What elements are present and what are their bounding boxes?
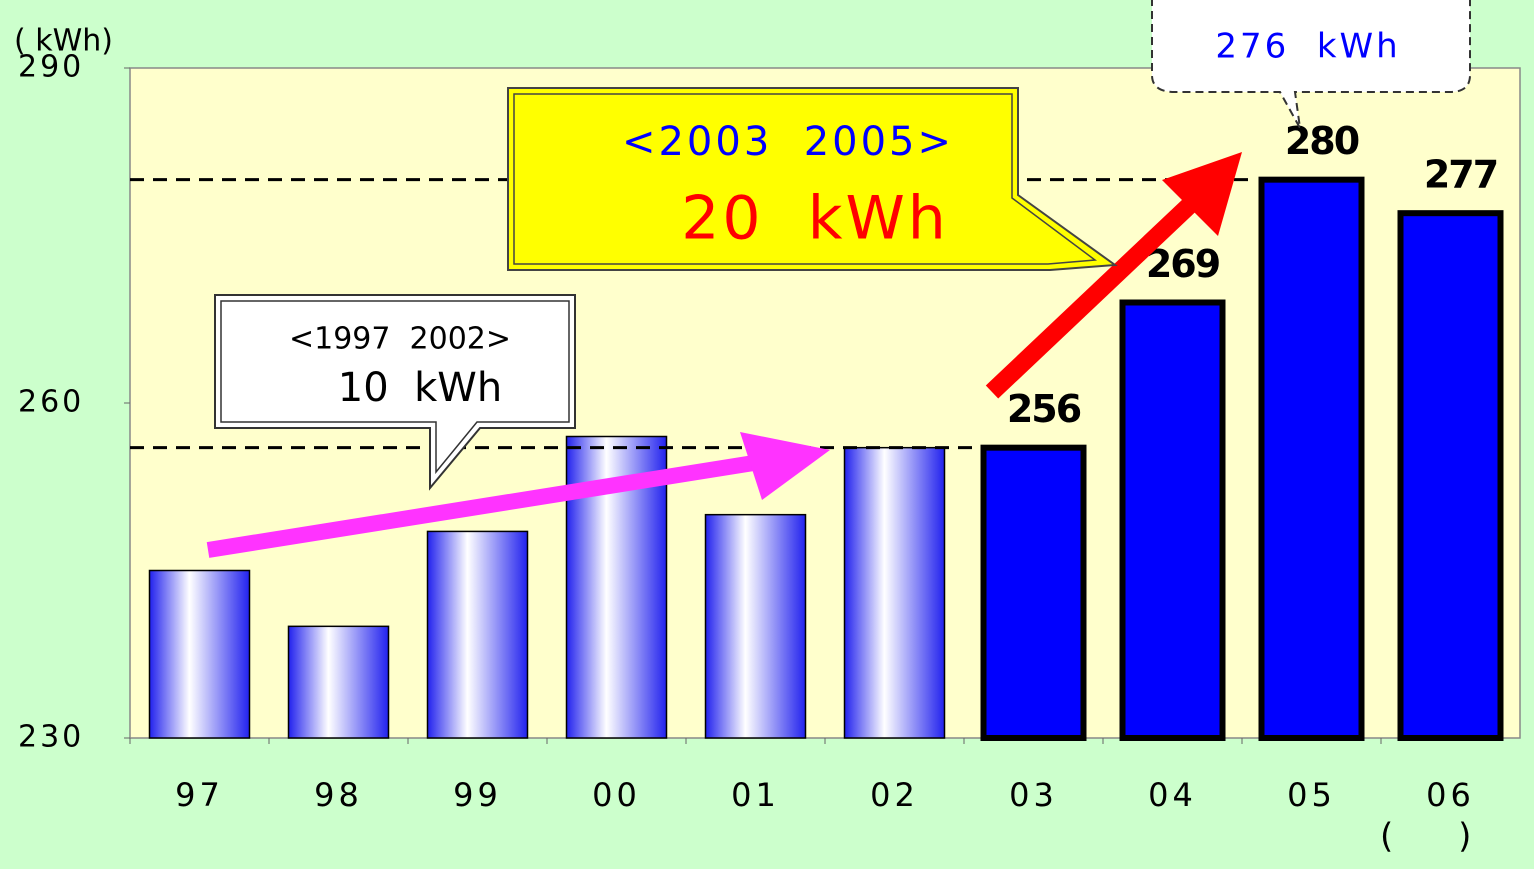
- x-tick-label: 04: [1148, 776, 1197, 814]
- callout-text: <2003 2005>: [622, 119, 954, 165]
- trend-arrow: [985, 152, 1242, 399]
- y-tick-label: 230: [18, 720, 84, 755]
- bar: [1119, 299, 1226, 741]
- data-label: 269: [1146, 242, 1220, 286]
- bar: [148, 569, 251, 739]
- data-label: 256: [1007, 387, 1081, 431]
- trend-arrow: [206, 432, 830, 558]
- bar: [704, 513, 807, 739]
- x-tick-label: 99: [453, 776, 502, 814]
- bar: [843, 446, 946, 739]
- x-tick-label: 02: [870, 776, 919, 814]
- y-tick-label: 290: [18, 50, 84, 85]
- callout: [507, 87, 1118, 271]
- data-label: 280: [1285, 119, 1359, 163]
- data-label: 277: [1424, 153, 1497, 197]
- callout-text: 10 kWh: [338, 365, 502, 411]
- x-tick-label: 00: [592, 776, 641, 814]
- callout: [1151, 0, 1471, 129]
- bar: [980, 444, 1087, 741]
- x-tick-label: 97: [175, 776, 224, 814]
- bar: [1258, 176, 1365, 741]
- x-axis-label: ( ): [1380, 817, 1471, 857]
- bar: [1397, 210, 1504, 741]
- x-tick-label: 05: [1287, 776, 1336, 814]
- callout: [214, 294, 576, 491]
- x-tick-label: 03: [1009, 776, 1058, 814]
- x-tick-label: 06: [1426, 776, 1475, 814]
- y-axis-label: ( kWh): [14, 24, 113, 59]
- callout-text: <1997 2002>: [289, 322, 511, 357]
- x-tick-label: 98: [314, 776, 363, 814]
- bar: [287, 625, 390, 739]
- callout-text: 20 kWh: [681, 184, 949, 254]
- bar: [426, 530, 529, 739]
- x-tick-label: 01: [731, 776, 780, 814]
- y-tick-label: 260: [18, 385, 84, 420]
- callout-text: 276 kWh: [1215, 27, 1400, 67]
